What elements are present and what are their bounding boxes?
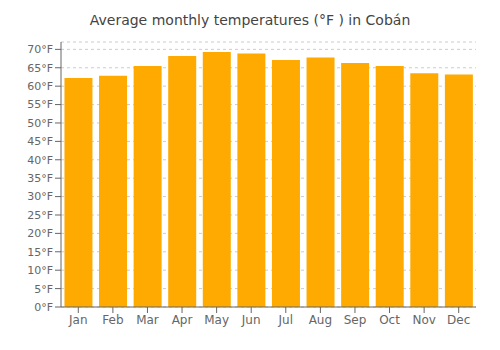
svg-text:10°F: 10°F [27,264,53,277]
svg-text:Jan: Jan [68,313,88,327]
svg-text:Oct: Oct [379,313,400,327]
svg-text:45°F: 45°F [27,135,53,148]
svg-text:0°F: 0°F [34,301,53,314]
svg-text:Dec: Dec [447,313,470,327]
svg-text:Nov: Nov [412,313,435,327]
svg-text:20°F: 20°F [27,227,53,240]
svg-text:Jul: Jul [278,313,293,327]
svg-text:5°F: 5°F [34,283,53,296]
svg-text:Feb: Feb [102,313,123,327]
svg-text:Sep: Sep [344,313,367,327]
svg-text:May: May [204,313,229,327]
svg-text:65°F: 65°F [27,62,53,75]
svg-text:35°F: 35°F [27,172,53,185]
svg-text:70°F: 70°F [27,43,53,56]
svg-text:30°F: 30°F [27,190,53,203]
svg-text:Jun: Jun [241,313,261,327]
svg-text:55°F: 55°F [27,98,53,111]
html-text:Average monthly temperatures (: Average monthly temperatures (°F ) in Co… [89,12,411,28]
svg-text:25°F: 25°F [27,209,53,222]
svg-text:Mar: Mar [136,313,159,327]
svg-text:15°F: 15°F [27,246,53,259]
svg-text:Apr: Apr [172,313,193,327]
svg-text:50°F: 50°F [27,117,53,130]
svg-text:40°F: 40°F [27,154,53,167]
svg-text:60°F: 60°F [27,80,53,93]
svg-text:Aug: Aug [309,313,332,327]
